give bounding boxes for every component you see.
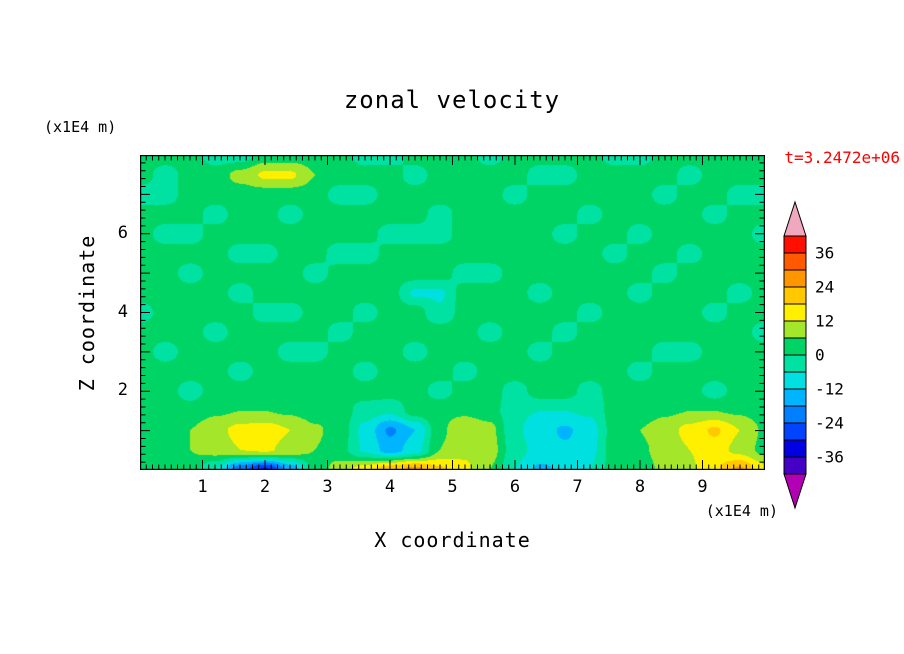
- x-tick-label: 7: [572, 477, 583, 497]
- colorbar: 36 24 12 0 -12 -24 -36: [783, 200, 844, 510]
- svg-text:36: 36: [815, 244, 834, 263]
- x-tick-label: 6: [509, 477, 521, 497]
- x-tick-label: 2: [259, 477, 271, 497]
- x-tick-label: 4: [384, 477, 396, 497]
- x-tick-label: 5: [447, 477, 458, 497]
- y-tick-label: 4: [117, 301, 128, 322]
- x-tick-label: 1: [197, 477, 208, 497]
- x-axis-title: X coordinate: [374, 528, 531, 552]
- x-tick-label: 3: [322, 477, 333, 497]
- x-tick-label: 8: [634, 477, 646, 497]
- y-axis-unit-label: (x1E4 m): [44, 118, 117, 136]
- colorbar-arrow-up: [783, 200, 807, 237]
- x-axis-unit-label: (x1E4 m): [705, 502, 778, 520]
- svg-text:-36: -36: [815, 448, 844, 467]
- svg-text:0: 0: [815, 346, 825, 365]
- plot-area: [140, 155, 765, 470]
- contour-field: [140, 155, 765, 470]
- svg-text:12: 12: [815, 312, 834, 331]
- colorbar-bands: [783, 235, 807, 475]
- colorbar-arrow-down: [783, 473, 807, 510]
- x-tick-label: 9: [697, 477, 708, 497]
- y-tick-label: 6: [117, 222, 128, 243]
- timestamp-label: t=3.2472e+06: [784, 148, 900, 167]
- svg-text:-24: -24: [815, 414, 844, 433]
- y-tick-label: 2: [117, 380, 128, 401]
- svg-text:-12: -12: [815, 380, 844, 399]
- y-axis-title: Z coordinate: [75, 234, 99, 392]
- svg-text:24: 24: [815, 278, 834, 297]
- chart-title: zonal velocity: [343, 86, 561, 114]
- colorbar-labels: 36 24 12 0 -12 -24 -36: [815, 244, 844, 467]
